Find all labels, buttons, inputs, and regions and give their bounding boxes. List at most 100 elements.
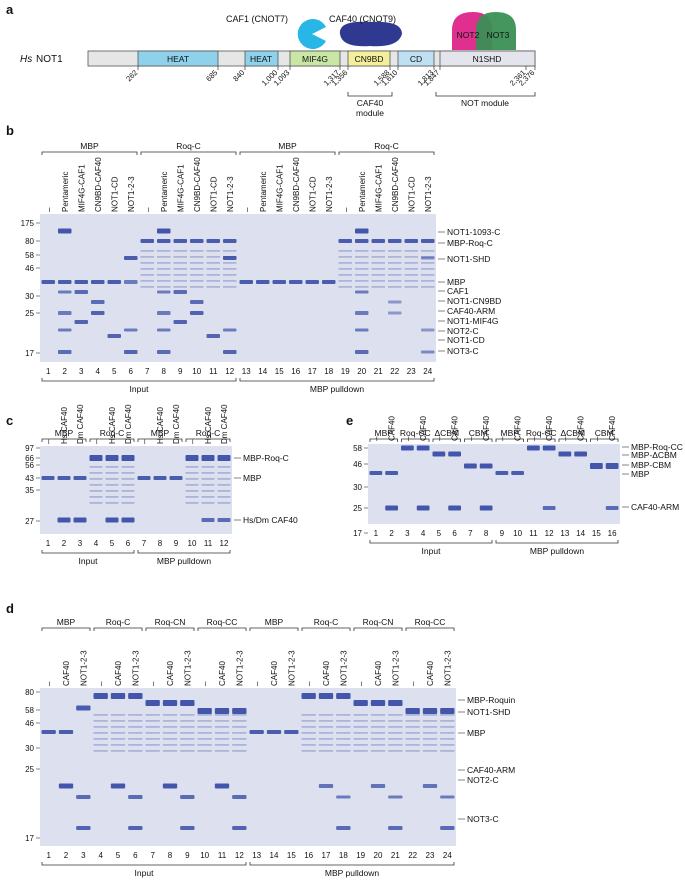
gel-band-faint: [370, 744, 386, 746]
gel-band-faint: [145, 726, 160, 728]
gel-band: [58, 290, 72, 294]
gel-band-faint: [185, 466, 199, 468]
gel-band: [355, 311, 369, 315]
lane-number: 2: [389, 529, 394, 538]
gel-band: [58, 730, 74, 734]
lane-number: 7: [142, 539, 147, 548]
gel-band-faint: [105, 502, 119, 504]
gel-band-faint: [338, 250, 352, 252]
gel-band-faint: [89, 502, 103, 504]
gel-band: [76, 795, 91, 799]
gel-band-faint: [173, 280, 187, 282]
gel-band-faint: [301, 744, 316, 746]
panel-c-gel: MBP Roq-C MBP Roq-C– Hs CAF40 Dm CAF40– Hs CAF…: [25, 404, 298, 566]
mw-marker: 43: [25, 474, 34, 483]
mw-marker: 58: [25, 706, 34, 715]
lane-number: 10: [188, 539, 197, 548]
gel-band-faint: [110, 726, 126, 728]
gel-band-faint: [421, 286, 435, 288]
group-bracket: [41, 438, 87, 442]
gel-band-faint: [197, 720, 212, 722]
gel-band-faint: [145, 732, 160, 734]
gel-band-faint: [388, 262, 402, 264]
gel-band-faint: [353, 750, 368, 752]
gel-band-faint: [89, 496, 103, 498]
lane-sample-label: CAF40: [62, 661, 71, 686]
gel-band-faint: [217, 502, 231, 504]
band-label: NOT1-CN9BD: [447, 296, 501, 306]
lane-sample-label: Pentameric: [61, 172, 70, 212]
gel-band-faint: [217, 466, 231, 468]
gel-band-faint: [318, 720, 334, 722]
band-label: NOT2-C: [467, 775, 499, 785]
gel-band-faint: [197, 726, 212, 728]
gel-band-faint: [110, 732, 126, 734]
gel-band-faint: [157, 280, 171, 282]
lane-number: 11: [218, 851, 227, 860]
gel-band-faint: [206, 262, 220, 264]
lane-sample-label: CN9BD-CAF40: [94, 157, 103, 212]
mw-marker: 27: [25, 517, 34, 526]
gel-band-faint: [370, 720, 386, 722]
caf40-module-label-2: module: [356, 108, 384, 118]
gel-band: [527, 445, 540, 451]
gel-band: [137, 476, 151, 480]
gel-band: [214, 783, 230, 789]
lane-number: 22: [408, 851, 417, 860]
lane-number: 2: [63, 367, 68, 376]
gel-band: [91, 280, 105, 284]
gel-band-faint: [128, 714, 143, 716]
group-label: Roq-C: [106, 617, 131, 627]
band-label: NOT1-SHD: [447, 254, 490, 264]
mw-marker: 46: [353, 460, 362, 469]
gel-band-faint: [173, 286, 187, 288]
lane-number: 4: [94, 539, 99, 548]
gel-band: [301, 693, 316, 699]
lane-sample-label: NOT1-CD: [110, 176, 119, 212]
band-label: MBP-Roq-C: [243, 453, 289, 463]
gel-band: [605, 463, 619, 469]
group-label: MBP: [375, 428, 394, 438]
lane-sample-label: CAF40: [482, 416, 491, 441]
lane-sample-label: MIF4G-CAF1: [275, 164, 284, 212]
cd-domain: [397, 50, 435, 67]
gel-band-faint: [201, 496, 215, 498]
gel-band-faint: [145, 714, 160, 716]
lane-number: 13: [560, 529, 569, 538]
gel-band: [173, 239, 187, 243]
mw-marker: 58: [353, 444, 362, 453]
gel-band: [58, 328, 72, 332]
gel-band-faint: [336, 750, 351, 752]
gel-band-faint: [162, 714, 178, 716]
gel-band-faint: [388, 738, 403, 740]
gel-band-faint: [353, 738, 368, 740]
lane-sample-label: –: [357, 681, 366, 686]
gel-band-faint: [353, 732, 368, 734]
gel-band-faint: [89, 484, 103, 486]
group-bracket: [558, 438, 587, 442]
gel-band: [73, 517, 87, 523]
lane-sample-label: CN9BD-CAF40: [391, 157, 400, 212]
gel-band-faint: [422, 726, 438, 728]
gel-band: [110, 783, 126, 789]
gel-band-faint: [121, 502, 135, 504]
group-bracket: [338, 151, 435, 155]
gel-band: [74, 290, 88, 294]
lane-number: 2: [62, 539, 67, 548]
gel-band-faint: [157, 286, 171, 288]
gel-band-faint: [128, 750, 143, 752]
gel-band-faint: [318, 750, 334, 752]
gel-band-faint: [105, 496, 119, 498]
lane-number: 6: [452, 529, 457, 538]
gel-band-faint: [223, 268, 237, 270]
group-label: Roq-C: [196, 428, 221, 438]
gel-band: [385, 505, 398, 511]
gel-band-faint: [89, 478, 103, 480]
gel-band: [74, 280, 88, 284]
lane-sample-label: MIF4G-CAF1: [77, 164, 86, 212]
lane-sample-label: CAF40: [218, 661, 227, 686]
group-label: MBP: [55, 428, 74, 438]
caf40-module-label-1: CAF40: [357, 98, 384, 108]
lane-sample-label: –: [529, 436, 538, 441]
gel-band-faint: [206, 286, 220, 288]
